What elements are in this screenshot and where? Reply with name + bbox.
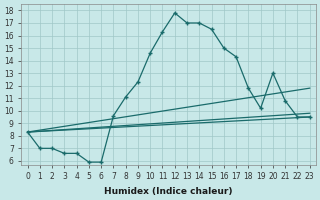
X-axis label: Humidex (Indice chaleur): Humidex (Indice chaleur)	[104, 187, 233, 196]
